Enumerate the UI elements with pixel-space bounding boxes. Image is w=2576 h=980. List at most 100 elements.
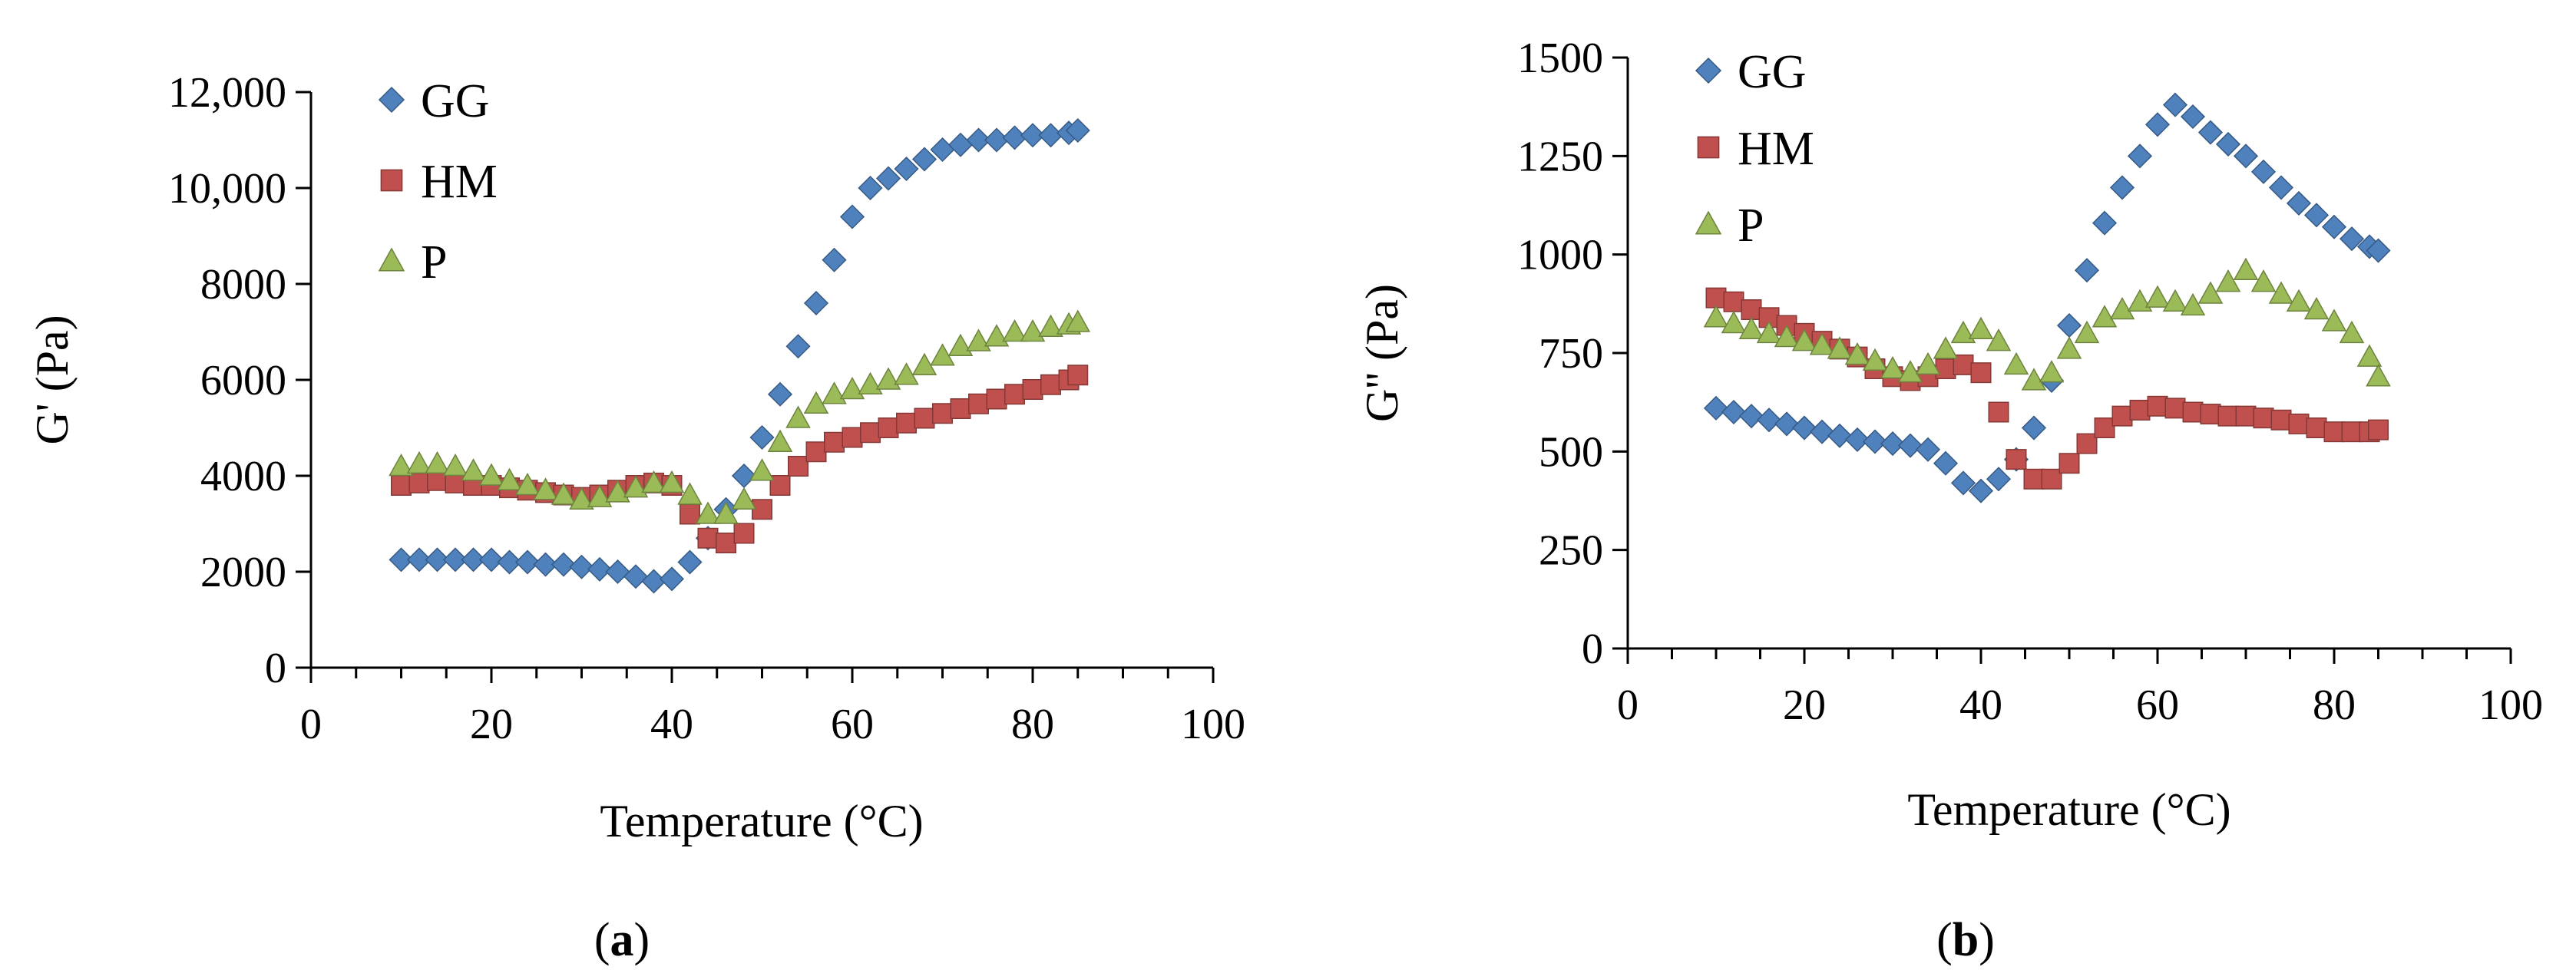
- panel-b-gg-point: [2127, 144, 2153, 169]
- panel-a-x-tick-label: 100: [1181, 701, 1245, 748]
- panel-a-y-axis-title: G' (Pa): [27, 315, 78, 444]
- panel-a-hm-point: [408, 472, 430, 493]
- panel-b-hm-point: [2200, 404, 2221, 425]
- panel-a-hm-point: [769, 475, 791, 496]
- panel-b-hm-point: [1935, 358, 1956, 380]
- panel-b-hm-point: [2076, 433, 2098, 454]
- panel-a-hm-point: [445, 472, 466, 493]
- panel-b-series: [1703, 92, 2391, 503]
- panel-b-gg-point: [1844, 427, 1870, 452]
- panel-a-p-point: [1038, 314, 1063, 337]
- panel-a-legend-item-hm: HM: [380, 156, 498, 208]
- panel-b-hm-point: [2270, 409, 2292, 431]
- panel-b-p-point: [1756, 320, 1782, 344]
- panel-a-p-point: [767, 429, 793, 452]
- panel-a-label: (a): [594, 914, 650, 966]
- panel-b-hm-point: [2306, 417, 2327, 439]
- panel-a-gg-point: [822, 247, 847, 272]
- panel-b-p-point: [2162, 289, 2188, 312]
- panel-a-p-point: [858, 371, 883, 394]
- panel-b-gg-point: [1791, 415, 1817, 441]
- panel-a-gg-point: [1020, 123, 1046, 148]
- panel-a-p-point: [569, 487, 594, 510]
- panel-b-x-axis-title: Temperature (°C): [1907, 784, 2230, 835]
- panel-a-gg-point: [749, 424, 775, 450]
- panel-b-hm-point: [2111, 405, 2133, 427]
- panel-a-p-point: [839, 376, 865, 400]
- panel-b-y-axis-title: G'' (Pa): [1357, 284, 1407, 422]
- panel-a-y-tick-label: 12,000: [168, 69, 286, 117]
- panel-a-gg-point: [623, 564, 649, 589]
- panel-b-gg-point: [1738, 404, 1764, 429]
- panel-b-hm-point: [1741, 299, 1762, 321]
- panel-b-p-point: [2003, 351, 2029, 375]
- panel-a-p-point: [461, 458, 486, 481]
- panel-b-p-point: [2180, 292, 2206, 316]
- panel-b-p-point: [1986, 328, 2012, 351]
- panel-a-p-point: [1002, 318, 1027, 342]
- panel-a-legend: GG HM P: [378, 75, 498, 289]
- panel-a-gg-point: [785, 334, 811, 359]
- panel-a-p-point: [803, 391, 829, 414]
- panel-b-p-point: [1915, 351, 1941, 375]
- panel-b-gg-point: [1774, 411, 1800, 437]
- panel-a-p-point: [822, 381, 847, 404]
- panel-b-legend-item-p: P: [1695, 200, 1764, 252]
- panel-b-legend-marker-p: [1695, 210, 1722, 235]
- panel-a-gg-point: [497, 549, 522, 575]
- panel-b-gg-point: [1968, 478, 1994, 503]
- panel-a-chart: 0 20 40 60 80 100 0 2000 4000 6000 8000 10,000 12,00…: [27, 69, 1245, 966]
- panel-a-p-point: [605, 480, 630, 503]
- panel-a-gg-point: [875, 166, 901, 191]
- panel-b-p-point: [2127, 289, 2153, 312]
- panel-b-ticks: [1612, 56, 2512, 664]
- panel-b-x-tick-label: 60: [2136, 681, 2179, 729]
- panel-a-p-point: [623, 475, 649, 498]
- panel-b-p-point: [1703, 305, 1729, 328]
- panel-a-gg-point: [389, 547, 414, 572]
- panel-a-p-point: [659, 470, 685, 493]
- panel-b-x-tick-label: 0: [1617, 681, 1639, 729]
- panel-b-label: (b): [1936, 914, 1995, 966]
- panel-b-p-point: [2250, 269, 2277, 292]
- panel-a-y-tick-label: 8000: [200, 261, 286, 309]
- panel-a-x-axis-title: Temperature (°C): [600, 796, 923, 846]
- panel-a-gg-point: [605, 559, 630, 585]
- panel-a-ticks: [296, 91, 1215, 683]
- panel-a-gg-point: [569, 554, 594, 579]
- panel-a-hm-point: [914, 408, 935, 429]
- panel-b-p-point: [1721, 310, 1747, 334]
- panel-b-gg-point: [2021, 415, 2047, 441]
- panel-b-hm-point: [2217, 405, 2239, 427]
- panel-a-legend-label-gg: GG: [421, 75, 490, 127]
- panel-b-p-point: [2233, 257, 2259, 280]
- panel-a-x-tick-label: 20: [470, 701, 513, 748]
- panel-a-gg-point: [461, 547, 486, 572]
- panel-b-y-tick-label: 500: [1539, 428, 1603, 476]
- panel-a-p-point: [731, 487, 757, 510]
- panel-b-x-tick-label: 80: [2313, 681, 2356, 729]
- panel-b-hm-point: [1970, 362, 1992, 384]
- panel-a-gg-point: [1065, 117, 1090, 144]
- panel-a-hm-point: [1067, 365, 1089, 386]
- panel-b-gg-point: [2056, 313, 2082, 338]
- panel-a-p-point: [984, 324, 1010, 347]
- panel-b-p-point: [2286, 289, 2312, 312]
- panel-a-hm-point: [932, 403, 953, 424]
- panel-b-gg-point: [2074, 258, 2100, 283]
- panel-a-p-point: [930, 343, 955, 366]
- panel-a-gg-point: [514, 549, 541, 575]
- panel-b-gg-point: [1950, 470, 1976, 496]
- panel-b-gg-point: [1827, 423, 1853, 448]
- panel-b-gg-point: [2215, 131, 2241, 157]
- panel-a-p-point: [785, 405, 811, 428]
- panel-b-hm-point: [2164, 398, 2186, 419]
- panel-a-hm-point: [1040, 374, 1061, 395]
- panel-b-p-point: [1897, 360, 1923, 383]
- panel-b-p-point: [1933, 336, 1959, 359]
- panel-b-hm-point: [2368, 419, 2389, 441]
- panel-a-gg-point: [947, 132, 974, 157]
- panel-b-hm-point: [2341, 421, 2363, 443]
